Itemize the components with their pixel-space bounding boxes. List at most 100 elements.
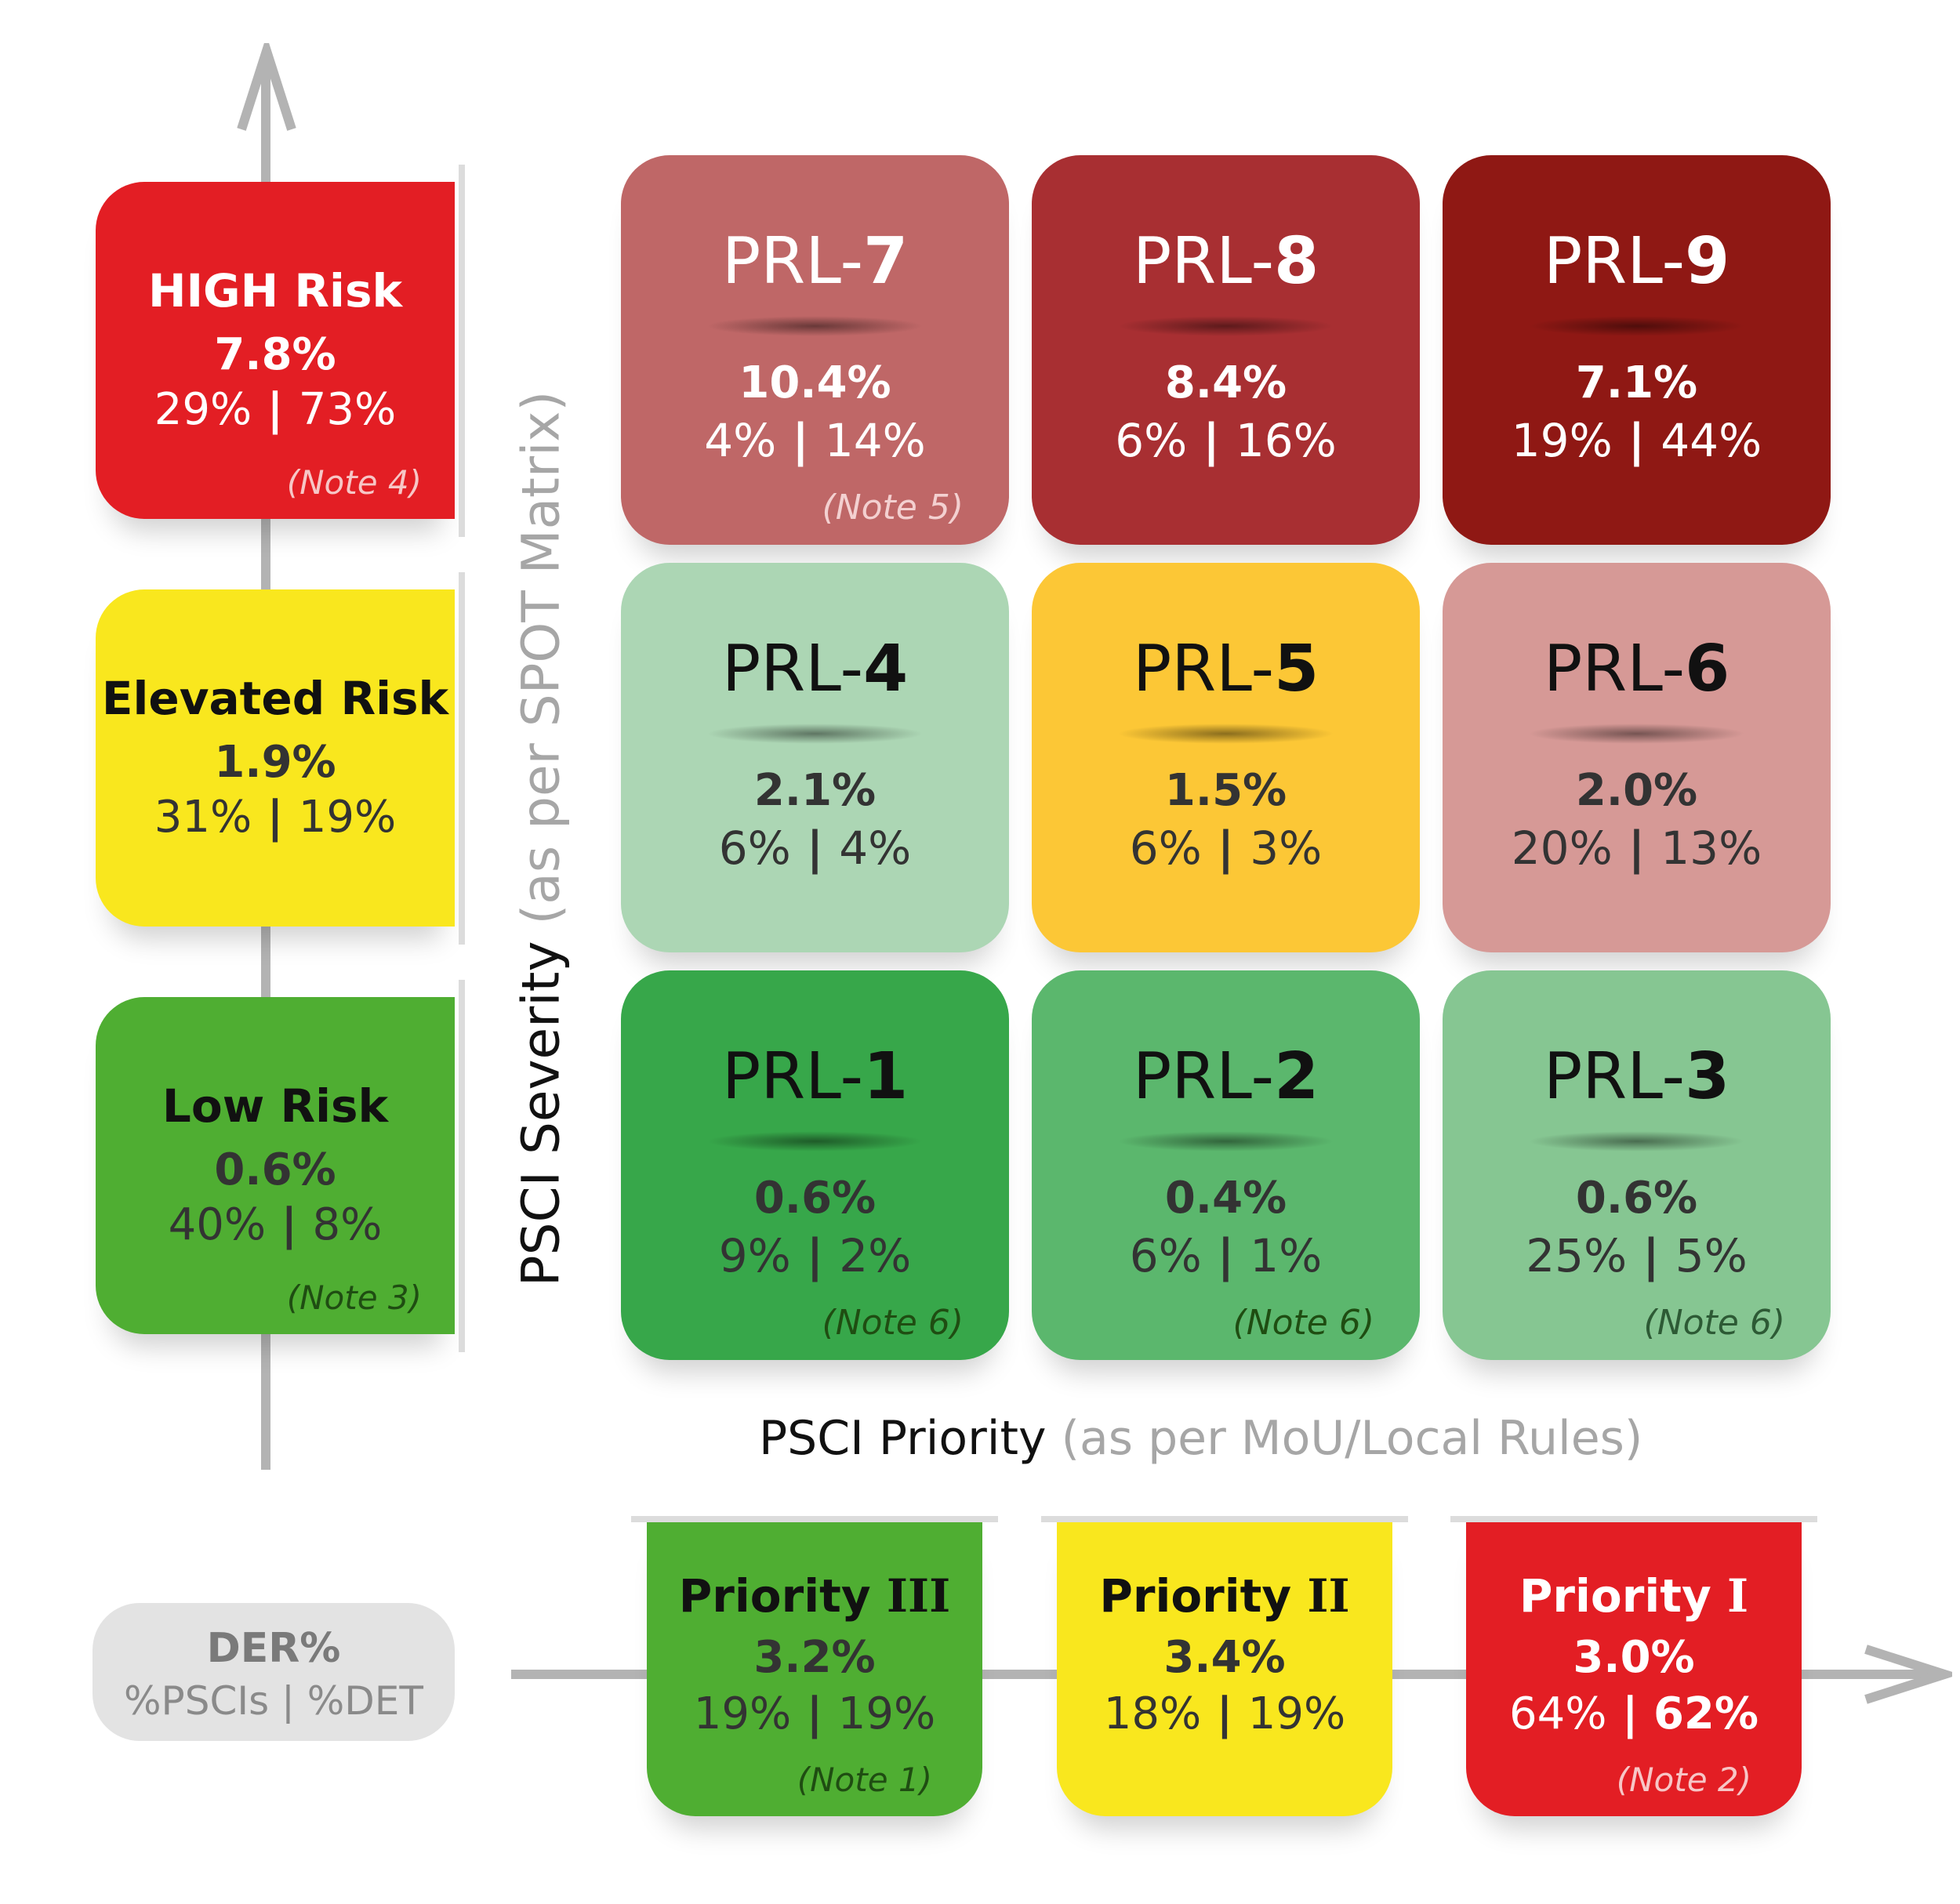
prl-tile-2: PRL-2 0.4% 6% | 1% (Note 6): [1032, 970, 1420, 1360]
prl-prefix: PRL-: [1543, 1039, 1686, 1114]
prl-title: PRL-4: [621, 632, 1009, 706]
risk-der: 0.6%: [214, 1144, 336, 1195]
priority-note: (Note 2): [1616, 1761, 1751, 1799]
risk-note: (Note 4): [286, 463, 422, 502]
prl-note: (Note 5): [822, 488, 964, 528]
x-axis-arrow-icon: [1864, 1645, 1952, 1704]
priority-note: (Note 1): [797, 1761, 932, 1799]
title-shadow: [1527, 724, 1746, 744]
y-axis-title: PSCI Severity: [510, 941, 572, 1287]
prl-note: (Note 6): [1643, 1303, 1785, 1343]
prl-pscis: 20%: [1511, 821, 1613, 875]
title-shadow: [706, 316, 924, 336]
prl-prefix: PRL-: [1132, 224, 1275, 299]
prl-det: 13%: [1661, 821, 1762, 875]
prl-prefix: PRL-: [1543, 224, 1686, 299]
prl-split: 6% | 16%: [1032, 414, 1420, 467]
priority-word: Priority: [1519, 1569, 1711, 1623]
prl-der: 0.6%: [753, 1173, 877, 1224]
prl-number: 2: [1274, 1039, 1319, 1114]
prl-note: (Note 6): [1232, 1303, 1374, 1343]
prl-split: 20% | 13%: [1443, 821, 1831, 875]
x-axis-label: PSCI Priority (as per MoU/Local Rules): [759, 1411, 1642, 1466]
prl-pscis: 4%: [704, 414, 777, 467]
separator: |: [1201, 1688, 1248, 1739]
priority-pscis: 64%: [1509, 1688, 1607, 1739]
priority-der: 3.0%: [1573, 1632, 1695, 1683]
y-axis-label: PSCI Severity (as per SPOT Matrix): [511, 391, 572, 1286]
prl-title: PRL-5: [1032, 632, 1420, 706]
prl-title: PRL-6: [1443, 632, 1831, 706]
priority-der: 3.4%: [1163, 1632, 1286, 1683]
prl-der: 1.5%: [1164, 765, 1287, 816]
prl-number: 6: [1685, 632, 1730, 706]
priority-word: Priority: [678, 1569, 871, 1623]
priority-top-edge: [1041, 1516, 1408, 1522]
separator: |: [1612, 414, 1661, 467]
prl-prefix: PRL-: [1543, 632, 1686, 706]
priority-box-i: Priority I 3.0% 64% | 62% (Note 2): [1466, 1522, 1802, 1816]
risk-det: 73%: [298, 384, 397, 435]
prl-split: 6% | 3%: [1032, 821, 1420, 875]
priority-numeral: III: [886, 1569, 951, 1623]
prl-der: 10.4%: [739, 357, 891, 408]
priority-der: 3.2%: [753, 1632, 876, 1683]
prl-title: PRL-9: [1443, 224, 1831, 299]
prl-split: 6% | 1%: [1032, 1229, 1420, 1282]
risk-pscis: 29%: [154, 384, 252, 435]
prl-number: 1: [863, 1039, 909, 1114]
separator: |: [266, 1199, 313, 1250]
prl-prefix: PRL-: [721, 1039, 864, 1114]
x-axis-subtitle: (as per MoU/Local Rules): [1061, 1411, 1643, 1466]
prl-prefix: PRL-: [721, 632, 864, 706]
prl-der: 0.4%: [1164, 1173, 1287, 1224]
risk-det: 8%: [312, 1199, 383, 1250]
prl-tile-8: PRL-8 8.4% 6% | 16%: [1032, 155, 1420, 545]
prl-der: 7.1%: [1575, 357, 1698, 408]
prl-title: PRL-7: [621, 224, 1009, 299]
title-shadow: [1116, 316, 1335, 336]
prl-der: 2.1%: [753, 765, 877, 816]
separator: |: [1201, 821, 1250, 875]
risk-label: Elevated Risk: [101, 672, 449, 725]
prl-number: 9: [1685, 224, 1730, 299]
prl-pscis: 6%: [718, 821, 791, 875]
risk-split: 40% | 8%: [96, 1199, 455, 1250]
risk-der: 7.8%: [214, 329, 336, 380]
prl-number: 8: [1274, 224, 1319, 299]
priority-label: Priority II: [1057, 1569, 1392, 1623]
prl-det: 4%: [839, 821, 912, 875]
separator: |: [252, 384, 299, 435]
prl-split: 9% | 2%: [621, 1229, 1009, 1282]
risk-pscis: 40%: [168, 1199, 267, 1250]
x-axis-title: PSCI Priority: [759, 1411, 1047, 1466]
prl-tile-4: PRL-4 2.1% 6% | 4%: [621, 563, 1009, 952]
risk-der: 1.9%: [214, 737, 336, 788]
risk-edge: [451, 572, 465, 945]
title-shadow: [1527, 316, 1746, 336]
prl-note: (Note 6): [822, 1303, 964, 1343]
separator: |: [1201, 1229, 1250, 1282]
prl-number: 4: [863, 632, 909, 706]
prl-split: 4% | 14%: [621, 414, 1009, 467]
risk-box-elevated: Elevated Risk 1.9% 31% | 19%: [96, 589, 455, 927]
priority-split: 64% | 62%: [1466, 1688, 1802, 1739]
prl-der: 8.4%: [1164, 357, 1287, 408]
separator: |: [776, 414, 825, 467]
y-axis-subtitle: (as per SPOT Matrix): [510, 390, 572, 925]
prl-tile-5: PRL-5 1.5% 6% | 3%: [1032, 563, 1420, 952]
title-shadow: [706, 724, 924, 744]
priority-split: 19% | 19%: [647, 1688, 982, 1739]
prl-tile-3: PRL-3 0.6% 25% | 5% (Note 6): [1443, 970, 1831, 1360]
priority-box-ii: Priority II 3.4% 18% | 19%: [1057, 1522, 1392, 1816]
title-shadow: [1116, 724, 1335, 744]
prl-det: 3%: [1250, 821, 1323, 875]
priority-label: Priority III: [647, 1569, 982, 1623]
prl-prefix: PRL-: [1132, 632, 1275, 706]
separator: |: [790, 821, 840, 875]
prl-pscis: 6%: [1115, 414, 1188, 467]
separator: |: [1627, 1229, 1675, 1282]
separator: |: [790, 1229, 840, 1282]
priority-word: Priority: [1099, 1569, 1292, 1623]
prl-tile-6: PRL-6 2.0% 20% | 13%: [1443, 563, 1831, 952]
